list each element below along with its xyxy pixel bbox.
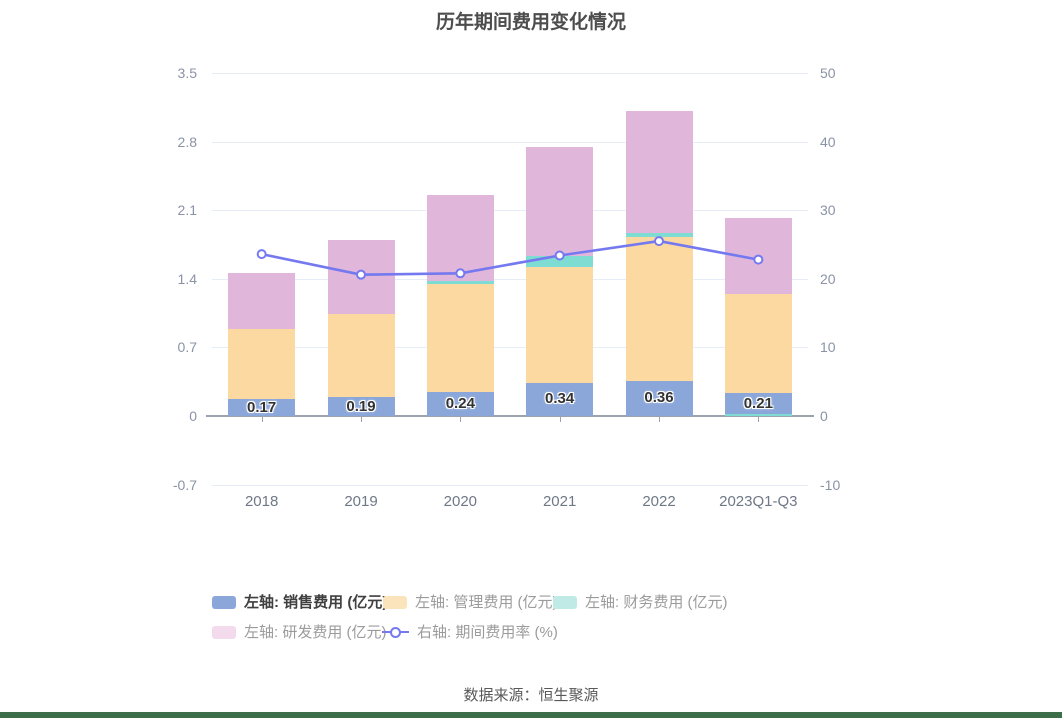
bar-segment-finance[interactable] <box>724 414 792 416</box>
bottom-border <box>0 712 1062 718</box>
gridline <box>212 347 808 349</box>
x-axis-tick <box>261 417 263 422</box>
bar-segment-finance[interactable] <box>426 280 494 284</box>
bar-value-label: 0.36 <box>644 389 674 407</box>
legend-swatch-sales <box>212 595 236 609</box>
legend-item-rnd[interactable]: 左轴: 研发费用 (亿元) <box>212 623 387 641</box>
bar-segment-sales[interactable] <box>228 399 296 416</box>
y-axis-label-left: 1.4 <box>177 270 197 287</box>
rate-line-marker[interactable] <box>753 254 764 265</box>
gridline <box>212 141 808 143</box>
source-note: 数据来源：恒生聚源 <box>463 687 599 704</box>
bar-segment-sales[interactable] <box>327 397 395 416</box>
y-axis-label-left: -0.7 <box>172 476 197 493</box>
gridline <box>212 210 808 212</box>
bar-value-label: 0.34 <box>545 390 575 408</box>
legend-label: 左轴: 研发费用 (亿元) <box>244 623 387 641</box>
legend-label: 左轴: 管理费用 (亿元) <box>415 593 558 611</box>
y-axis-label-right: -10 <box>820 476 841 493</box>
x-axis-tick <box>361 417 362 422</box>
bar-value-label: 0.24 <box>445 395 475 413</box>
legend-swatch-rnd <box>212 625 236 639</box>
y-axis-label-right: 10 <box>820 339 836 356</box>
y-axis-label-left: 2.1 <box>177 202 197 219</box>
y-axis-label-right: 40 <box>820 133 836 150</box>
x-axis-tick <box>758 417 760 422</box>
legend-item-sales[interactable]: 左轴: 销售费用 (亿元) <box>212 593 388 611</box>
bar-segment-admin[interactable] <box>426 283 494 393</box>
bar-segment-sales[interactable] <box>426 392 494 416</box>
legend-label: 右轴: 期间费用率 (%) <box>417 623 558 641</box>
y-axis-label-right: 50 <box>820 65 836 81</box>
legend-swatch-finance <box>553 595 577 609</box>
y-axis-label-left: 0.7 <box>177 339 197 356</box>
y-axis-label-left: 3.5 <box>177 65 197 81</box>
x-axis-tick <box>659 417 660 422</box>
x-axis-line <box>206 415 814 417</box>
legend-line-icon <box>382 626 409 639</box>
x-axis-label: 2018 <box>244 493 279 510</box>
rate-line-marker[interactable] <box>356 269 366 280</box>
x-axis-label: 2021 <box>542 493 577 510</box>
x-axis-tick <box>460 417 462 422</box>
bar-segment-rnd[interactable] <box>526 147 594 257</box>
rate-line-marker[interactable] <box>455 268 466 279</box>
y-axis-label-right: 0 <box>820 408 828 424</box>
x-axis-label: 2022 <box>642 493 676 510</box>
gridline <box>212 484 808 486</box>
gridline <box>212 278 808 280</box>
bar-segment-rnd[interactable] <box>426 194 494 281</box>
bar-value-label: 0.17 <box>247 398 277 416</box>
y-axis-label-right: 20 <box>820 270 836 287</box>
chart-title: 历年期间费用变化情况 <box>435 12 626 33</box>
y-axis-label-left: 2.8 <box>177 133 197 150</box>
bar-segment-rnd[interactable] <box>228 272 296 329</box>
legend-item-finance[interactable]: 左轴: 财务费用 (亿元) <box>553 593 728 611</box>
legend-swatch-admin <box>383 595 407 609</box>
bar-segment-admin[interactable] <box>625 236 693 381</box>
rate-line-marker[interactable] <box>554 250 565 261</box>
x-axis-tick <box>559 417 561 422</box>
rate-line-marker[interactable] <box>256 249 267 260</box>
x-axis-label: 2023Q1-Q3 <box>719 493 798 510</box>
x-axis-label: 2019 <box>344 493 378 510</box>
legend-item-admin[interactable]: 左轴: 管理费用 (亿元) <box>383 593 558 611</box>
bar-segment-sales[interactable] <box>724 393 792 415</box>
bar-segment-admin[interactable] <box>327 314 395 398</box>
bar-segment-finance[interactable] <box>526 256 594 268</box>
bar-value-label: 0.19 <box>346 397 376 415</box>
bar-segment-sales[interactable] <box>625 380 693 416</box>
gridline <box>212 73 808 74</box>
bar-value-label: 0.21 <box>743 394 773 412</box>
bar-segment-sales[interactable] <box>526 382 594 416</box>
y-axis-label-right: 30 <box>820 202 836 219</box>
legend-label: 左轴: 销售费用 (亿元) <box>244 593 388 611</box>
y-axis-label-left: 0 <box>189 408 197 424</box>
legend-label: 左轴: 财务费用 (亿元) <box>585 593 728 611</box>
x-axis-label: 2020 <box>443 493 478 510</box>
legend-item-rate[interactable]: 右轴: 期间费用率 (%) <box>382 623 558 641</box>
rate-line-marker[interactable] <box>654 236 664 247</box>
bar-segment-admin[interactable] <box>724 294 792 394</box>
rate-line[interactable] <box>261 239 759 276</box>
bar-segment-admin[interactable] <box>526 267 594 383</box>
bar-segment-admin[interactable] <box>228 328 296 400</box>
bar-segment-rnd[interactable] <box>625 111 693 233</box>
bar-segment-finance[interactable] <box>625 232 693 237</box>
